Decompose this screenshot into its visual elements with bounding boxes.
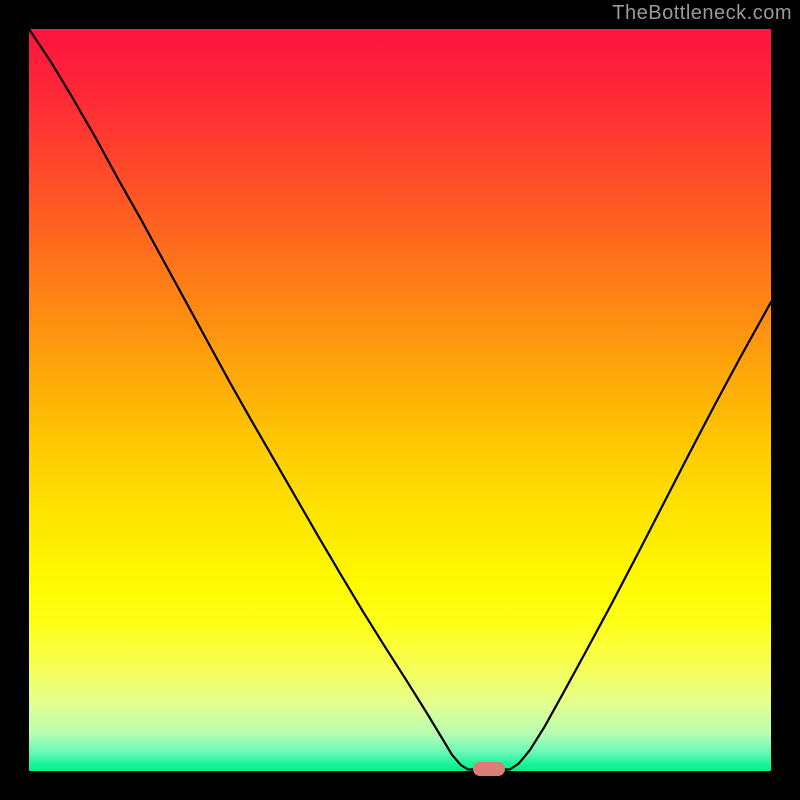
curve-path (29, 29, 771, 770)
optimal-marker (473, 762, 505, 776)
plot-area (29, 29, 771, 771)
bottleneck-curve (29, 29, 771, 771)
watermark-text: TheBottleneck.com (612, 2, 792, 25)
